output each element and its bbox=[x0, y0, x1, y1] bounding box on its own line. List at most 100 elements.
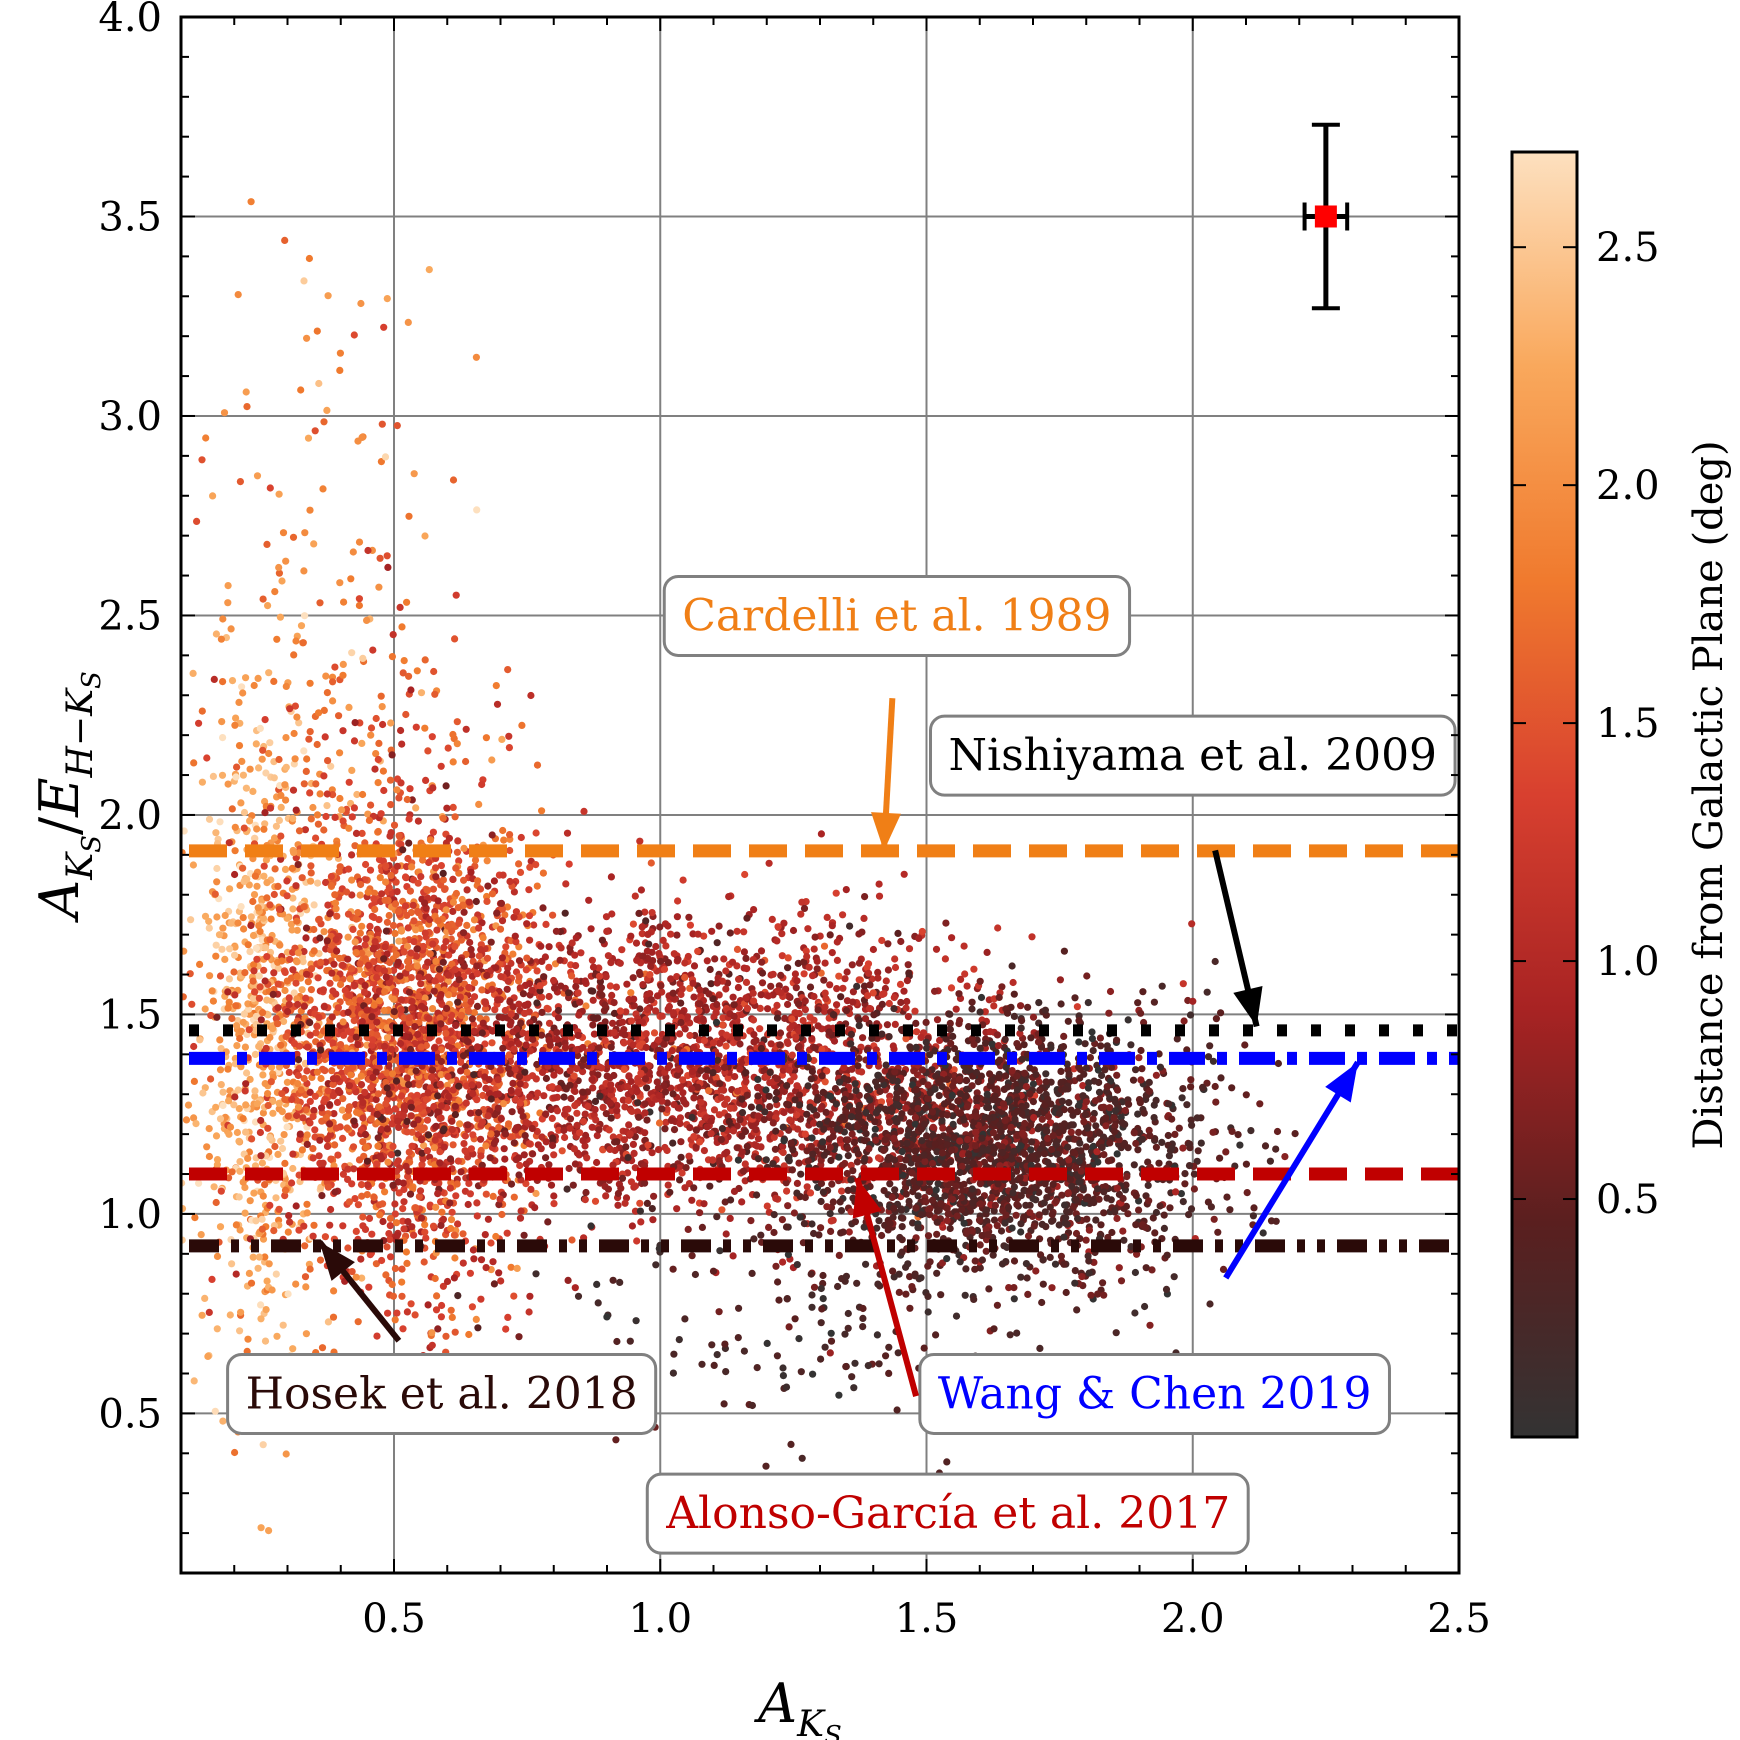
scatter-point-2519 bbox=[306, 1265, 314, 1273]
scatter-point-3186 bbox=[442, 906, 450, 914]
scatter-point-4856 bbox=[725, 893, 733, 901]
scatter-point-1322 bbox=[292, 1202, 300, 1210]
scatter-point-2982 bbox=[310, 947, 318, 955]
scatter-point-3154 bbox=[518, 721, 526, 730]
scatter-point-929 bbox=[329, 697, 337, 705]
scatter-point-3695 bbox=[734, 983, 743, 992]
scatter-point-534 bbox=[227, 919, 235, 927]
scatter-point-4521 bbox=[567, 1094, 575, 1103]
scatter-point-1936 bbox=[495, 1269, 503, 1277]
scatter-point-872 bbox=[324, 292, 332, 300]
scatter-point-940 bbox=[219, 678, 227, 686]
scatter-point-2748 bbox=[408, 863, 416, 871]
scatter-point-1466 bbox=[294, 1080, 302, 1088]
scatter-point-4307 bbox=[1115, 1264, 1123, 1272]
scatter-point-3373 bbox=[577, 949, 585, 957]
scatter-point-3673 bbox=[970, 965, 978, 973]
scatter-point-3967 bbox=[354, 1041, 362, 1049]
scatter-point-127 bbox=[309, 803, 317, 812]
scatter-point-623 bbox=[205, 917, 213, 925]
scatter-point-72 bbox=[213, 913, 221, 921]
scatter-point-2364 bbox=[337, 1041, 345, 1049]
scatter-point-704 bbox=[233, 763, 241, 771]
scatter-point-1858 bbox=[391, 1264, 399, 1273]
scatter-point-611 bbox=[231, 721, 239, 729]
scatter-point-2723 bbox=[448, 1126, 456, 1134]
scatter-point-1122 bbox=[444, 744, 452, 752]
scatter-point-4023 bbox=[833, 956, 842, 965]
scatter-point-820 bbox=[473, 506, 481, 514]
scatter-point-761 bbox=[259, 595, 267, 603]
scatter-point-2317 bbox=[256, 1128, 264, 1137]
scatter-point-1055 bbox=[437, 1221, 445, 1229]
scatter-point-3675 bbox=[758, 969, 767, 977]
scatter-point-762 bbox=[376, 554, 384, 562]
scatter-point-4885 bbox=[466, 1109, 475, 1117]
scatter-point-4688 bbox=[793, 1179, 802, 1187]
scatter-point-261 bbox=[287, 920, 295, 928]
scatter-point-2660 bbox=[188, 1000, 196, 1008]
scatter-point-804 bbox=[393, 422, 401, 430]
scatter-point-2034 bbox=[319, 1159, 327, 1167]
scatter-point-2992 bbox=[474, 877, 482, 885]
scatter-point-4825 bbox=[623, 980, 631, 988]
scatter-point-2323 bbox=[257, 1116, 265, 1125]
scatter-point-3183 bbox=[313, 1068, 321, 1076]
scatter-point-2242 bbox=[270, 969, 278, 977]
scatter-point-3008 bbox=[454, 837, 462, 845]
scatter-point-4397 bbox=[510, 1139, 518, 1147]
scatter-point-25 bbox=[205, 1152, 213, 1161]
scatter-point-430 bbox=[218, 771, 227, 779]
scatter-point-3671 bbox=[848, 961, 856, 969]
scatter-point-4053 bbox=[603, 927, 611, 936]
scatter-point-1457 bbox=[350, 1165, 358, 1173]
scatter-point-1244 bbox=[382, 1271, 390, 1279]
scatter-point-4014 bbox=[897, 998, 905, 1007]
scatter-point-917 bbox=[198, 456, 206, 464]
scatter-point-3319 bbox=[311, 1092, 319, 1100]
scatter-point-171 bbox=[301, 612, 309, 620]
scatter-point-489 bbox=[233, 1128, 241, 1137]
scatter-point-2572 bbox=[449, 803, 457, 812]
scatter-point-4163 bbox=[679, 1095, 687, 1104]
scatter-point-2351 bbox=[303, 1131, 311, 1139]
scatter-point-2347 bbox=[481, 1231, 489, 1239]
scatter-point-780 bbox=[488, 756, 496, 764]
scatter-point-3296 bbox=[437, 1313, 445, 1321]
scatter-point-982 bbox=[498, 1210, 506, 1219]
scatter-point-4004 bbox=[960, 942, 968, 950]
scatter-point-3121 bbox=[478, 780, 486, 789]
scatter-point-4451 bbox=[444, 1072, 452, 1081]
scatter-point-2422 bbox=[299, 1114, 307, 1122]
scatter-point-830 bbox=[202, 434, 210, 442]
scatter-point-684 bbox=[254, 1264, 262, 1272]
scatter-point-1947 bbox=[244, 941, 252, 949]
scatter-point-2896 bbox=[335, 868, 343, 876]
scatter-point-2597 bbox=[307, 869, 315, 877]
scatter-point-128 bbox=[217, 1045, 225, 1053]
scatter-point-401 bbox=[262, 769, 270, 777]
scatter-point-3203 bbox=[368, 912, 376, 921]
scatter-point-1121 bbox=[253, 955, 261, 963]
scatter-point-2634 bbox=[467, 1145, 475, 1153]
scatter-point-4960 bbox=[537, 942, 545, 950]
scatter-point-1740 bbox=[331, 813, 339, 822]
scatter-point-3011 bbox=[561, 1133, 569, 1142]
scatter-point-138 bbox=[270, 774, 278, 782]
scatter-point-1829 bbox=[463, 886, 471, 894]
scatter-point-2576 bbox=[424, 747, 432, 755]
scatter-point-4855 bbox=[457, 1067, 465, 1075]
scatter-point-4052 bbox=[706, 965, 714, 974]
scatter-point-1113 bbox=[314, 820, 322, 828]
scatter-point-4292 bbox=[784, 1202, 792, 1210]
scatter-point-4890 bbox=[690, 1094, 698, 1102]
scatter-point-896 bbox=[282, 796, 290, 804]
scatter-point-2464 bbox=[344, 1165, 352, 1173]
scatter-point-2443 bbox=[373, 1332, 381, 1340]
scatter-point-2147 bbox=[320, 826, 328, 834]
scatter-points bbox=[181, 198, 1299, 1535]
scatter-point-4801 bbox=[558, 1147, 566, 1155]
scatter-point-2771 bbox=[424, 958, 432, 966]
scatter-point-378 bbox=[277, 1137, 285, 1145]
scatter-point-3744 bbox=[329, 987, 337, 995]
